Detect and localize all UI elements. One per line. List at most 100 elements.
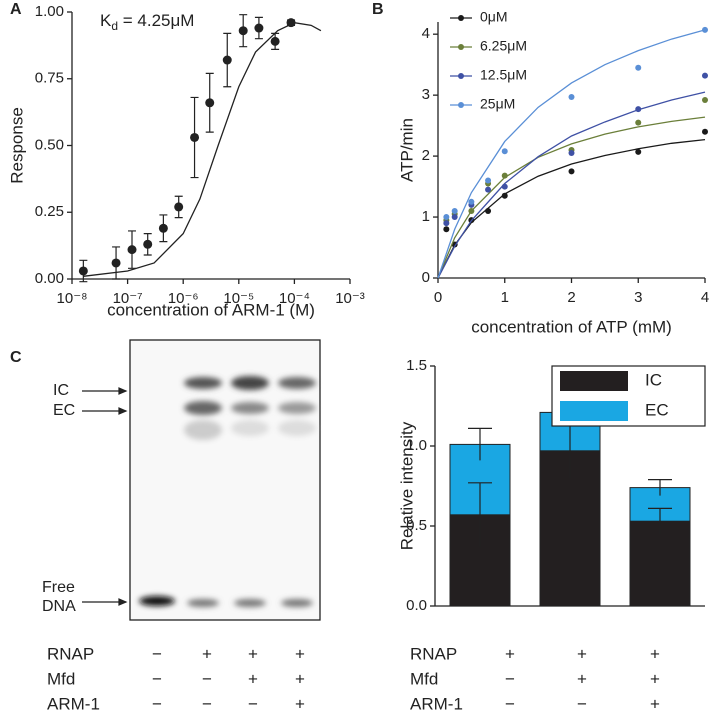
condition-value: +: [202, 644, 212, 663]
condition-label: ARM-1: [410, 694, 463, 713]
fit-curve: [83, 22, 322, 277]
panel-label: A: [10, 1, 22, 18]
legend-label: 25μM: [480, 96, 515, 112]
legend-marker: [458, 73, 464, 79]
y-tick-label: 4: [422, 25, 430, 42]
y-tick-label: 0.00: [35, 270, 64, 287]
x-tick-label: 2: [567, 289, 575, 306]
point: [451, 214, 458, 221]
point: [158, 223, 168, 233]
condition-label: Mfd: [47, 669, 75, 688]
point: [111, 258, 121, 268]
gel-bands: [139, 376, 316, 607]
y-tick-label: 1: [422, 208, 430, 225]
condition-label: RNAP: [410, 644, 457, 663]
point: [635, 64, 642, 71]
point: [635, 148, 642, 155]
y-axis-label: Relative intensity: [397, 421, 416, 550]
point: [190, 132, 200, 142]
x-tick-label: 1: [501, 289, 509, 306]
point: [270, 36, 280, 46]
legend-marker: [458, 15, 464, 21]
point: [485, 186, 492, 193]
y-tick-label: 0.50: [35, 136, 64, 153]
point: [702, 26, 708, 33]
legend-marker: [458, 44, 464, 50]
y-tick-label: 0.5: [406, 517, 427, 534]
x-tick-label: 0: [434, 289, 442, 306]
condition-value: −: [202, 694, 212, 713]
legend-label: 12.5μM: [480, 67, 527, 83]
condition-value: −: [505, 694, 515, 713]
point: [635, 106, 642, 113]
x-tick-label: 10⁻³: [335, 290, 365, 307]
point: [127, 245, 137, 255]
point: [451, 207, 458, 214]
y-tick-label: 0: [422, 269, 430, 286]
condition-value: +: [248, 644, 258, 663]
condition-value: +: [295, 669, 305, 688]
gel-label: EC: [53, 402, 75, 419]
point: [485, 177, 492, 184]
legend-label: IC: [645, 370, 662, 389]
fit-curve: [437, 138, 706, 279]
condition-value: +: [248, 669, 258, 688]
error-bar: [648, 507, 672, 534]
point: [443, 226, 450, 233]
point: [635, 119, 642, 126]
condition-value: −: [577, 694, 587, 713]
gel-label: DNA: [42, 598, 76, 615]
x-axis-label: concentration of ARM-1 (M): [107, 300, 315, 319]
legend-marker: [458, 102, 464, 108]
condition-value: −: [152, 669, 162, 688]
gel-label: Free: [42, 579, 75, 596]
y-tick-label: 1.0: [406, 437, 427, 454]
point: [501, 172, 508, 179]
kd-sub: d: [111, 19, 118, 33]
point: [702, 72, 708, 79]
point: [702, 97, 708, 104]
condition-value: +: [650, 669, 660, 688]
condition-label: Mfd: [410, 669, 438, 688]
point: [501, 183, 508, 190]
condition-value: +: [650, 644, 660, 663]
y-tick-label: 0.0: [406, 597, 427, 614]
condition-value: +: [295, 694, 305, 713]
condition-value: +: [505, 644, 515, 663]
legend-label: EC: [645, 400, 669, 419]
gel-label: IC: [53, 382, 69, 399]
point: [485, 207, 492, 214]
point: [78, 266, 88, 276]
y-tick-label: 3: [422, 86, 430, 103]
x-tick-label: 10⁻⁵: [223, 290, 254, 307]
y-tick-label: 1.5: [406, 357, 427, 374]
fit-curve: [437, 29, 706, 279]
x-tick-label: 4: [701, 289, 709, 306]
condition-value: −: [152, 694, 162, 713]
legend-swatch: [560, 401, 628, 421]
point: [143, 239, 153, 249]
panel-label: B: [372, 1, 384, 18]
point: [222, 55, 232, 65]
x-axis-label: concentration of ATP (mM): [471, 317, 672, 336]
bar-segment: [629, 520, 691, 607]
y-tick-label: 2: [422, 147, 430, 164]
y-tick-label: 1.00: [35, 3, 64, 20]
y-tick-label: 0.25: [35, 203, 64, 220]
legend-label: 6.25μM: [480, 38, 527, 54]
error-bar: [648, 479, 672, 496]
condition-value: −: [248, 694, 258, 713]
kd-rest: = 4.25μM: [118, 11, 194, 30]
point: [501, 192, 508, 199]
condition-value: −: [505, 669, 515, 688]
error-bar: [468, 427, 492, 461]
condition-label: RNAP: [47, 644, 94, 663]
point: [205, 98, 215, 108]
condition-value: −: [202, 669, 212, 688]
point: [286, 18, 296, 28]
point: [238, 26, 248, 36]
fit-curve: [437, 91, 706, 279]
x-tick-label: 10⁻⁷: [113, 290, 143, 307]
condition-value: +: [650, 694, 660, 713]
